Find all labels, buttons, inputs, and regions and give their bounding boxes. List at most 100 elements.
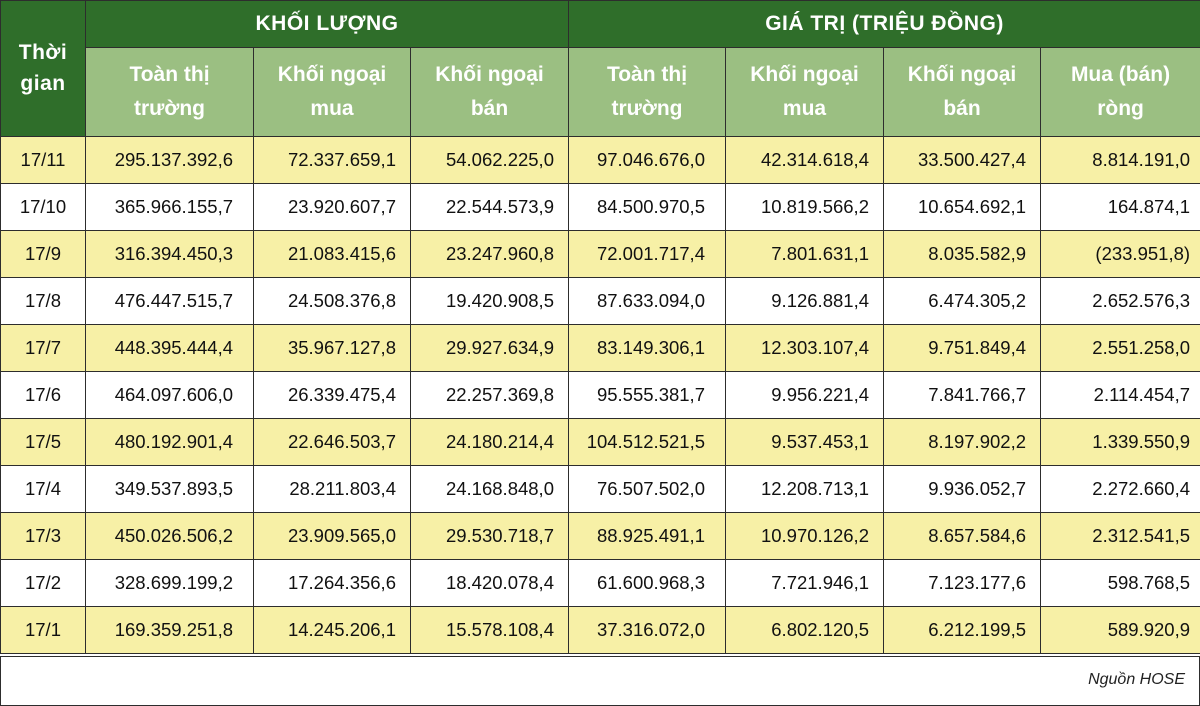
cell-val-total: 61.600.968,3 xyxy=(569,560,726,607)
cell-val-foreign-sell: 8.035.582,9 xyxy=(884,231,1041,278)
cell-val-foreign-buy: 7.801.631,1 xyxy=(726,231,884,278)
cell-vol-total: 328.699.199,2 xyxy=(86,560,254,607)
cell-val-net: 2.272.660,4 xyxy=(1041,466,1200,513)
cell-vol-foreign-buy: 24.508.376,8 xyxy=(254,278,411,325)
table-row: 17/6 464.097.606,0 26.339.475,4 22.257.3… xyxy=(1,372,1200,419)
cell-date: 17/11 xyxy=(1,137,86,184)
header-vol-total: Toàn thị trường xyxy=(86,48,254,137)
cell-val-total: 88.925.491,1 xyxy=(569,513,726,560)
cell-val-net: 2.312.541,5 xyxy=(1041,513,1200,560)
cell-vol-total: 169.359.251,8 xyxy=(86,607,254,654)
header-time: Thời gian xyxy=(1,1,86,137)
cell-vol-foreign-sell: 22.257.369,8 xyxy=(411,372,569,419)
cell-date: 17/8 xyxy=(1,278,86,325)
header-val-total: Toàn thị trường xyxy=(569,48,726,137)
cell-vol-foreign-buy: 21.083.415,6 xyxy=(254,231,411,278)
cell-vol-foreign-sell: 54.062.225,0 xyxy=(411,137,569,184)
cell-date: 17/4 xyxy=(1,466,86,513)
header-group-value: GIÁ TRỊ (TRIỆU ĐỒNG) xyxy=(569,1,1200,48)
table-row: 17/10 365.966.155,7 23.920.607,7 22.544.… xyxy=(1,184,1200,231)
cell-date: 17/7 xyxy=(1,325,86,372)
table-row: 17/1 169.359.251,8 14.245.206,1 15.578.1… xyxy=(1,607,1200,654)
cell-val-foreign-sell: 6.474.305,2 xyxy=(884,278,1041,325)
cell-val-total: 95.555.381,7 xyxy=(569,372,726,419)
cell-vol-foreign-sell: 19.420.908,5 xyxy=(411,278,569,325)
header-vol-foreign-buy: Khối ngoại mua xyxy=(254,48,411,137)
cell-val-net: 1.339.550,9 xyxy=(1041,419,1200,466)
cell-val-foreign-sell: 7.123.177,6 xyxy=(884,560,1041,607)
cell-vol-total: 349.537.893,5 xyxy=(86,466,254,513)
cell-val-foreign-buy: 9.537.453,1 xyxy=(726,419,884,466)
cell-vol-total: 365.966.155,7 xyxy=(86,184,254,231)
cell-val-foreign-sell: 10.654.692,1 xyxy=(884,184,1041,231)
cell-val-total: 37.316.072,0 xyxy=(569,607,726,654)
cell-vol-foreign-sell: 24.180.214,4 xyxy=(411,419,569,466)
source-footer: Nguồn HOSE xyxy=(0,656,1200,706)
cell-val-net: 2.551.258,0 xyxy=(1041,325,1200,372)
table-row: 17/2 328.699.199,2 17.264.356,6 18.420.0… xyxy=(1,560,1200,607)
cell-val-foreign-buy: 7.721.946,1 xyxy=(726,560,884,607)
cell-val-foreign-sell: 8.197.902,2 xyxy=(884,419,1041,466)
header-row-columns: Toàn thị trường Khối ngoại mua Khối ngoạ… xyxy=(1,48,1200,137)
table-row: 17/4 349.537.893,5 28.211.803,4 24.168.8… xyxy=(1,466,1200,513)
header-val-net: Mua (bán) ròng xyxy=(1041,48,1200,137)
cell-vol-total: 450.026.506,2 xyxy=(86,513,254,560)
table-row: 17/8 476.447.515,7 24.508.376,8 19.420.9… xyxy=(1,278,1200,325)
cell-vol-foreign-buy: 35.967.127,8 xyxy=(254,325,411,372)
cell-vol-total: 448.395.444,4 xyxy=(86,325,254,372)
cell-vol-foreign-sell: 23.247.960,8 xyxy=(411,231,569,278)
cell-val-foreign-buy: 12.208.713,1 xyxy=(726,466,884,513)
cell-vol-foreign-buy: 23.920.607,7 xyxy=(254,184,411,231)
cell-vol-foreign-sell: 29.927.634,9 xyxy=(411,325,569,372)
cell-val-net: 8.814.191,0 xyxy=(1041,137,1200,184)
cell-val-total: 83.149.306,1 xyxy=(569,325,726,372)
table-header: Thời gian KHỐI LƯỢNG GIÁ TRỊ (TRIỆU ĐỒNG… xyxy=(1,1,1200,137)
cell-vol-foreign-buy: 17.264.356,6 xyxy=(254,560,411,607)
cell-date: 17/2 xyxy=(1,560,86,607)
table-body: 17/11 295.137.392,6 72.337.659,1 54.062.… xyxy=(1,137,1200,654)
table-row: 17/7 448.395.444,4 35.967.127,8 29.927.6… xyxy=(1,325,1200,372)
cell-vol-foreign-sell: 29.530.718,7 xyxy=(411,513,569,560)
cell-val-total: 72.001.717,4 xyxy=(569,231,726,278)
cell-val-foreign-buy: 10.970.126,2 xyxy=(726,513,884,560)
cell-val-net: 2.652.576,3 xyxy=(1041,278,1200,325)
table-row: 17/5 480.192.901,4 22.646.503,7 24.180.2… xyxy=(1,419,1200,466)
cell-val-foreign-sell: 9.751.849,4 xyxy=(884,325,1041,372)
source-note: Nguồn HOSE xyxy=(1088,671,1185,689)
cell-val-foreign-buy: 42.314.618,4 xyxy=(726,137,884,184)
cell-val-net: 598.768,5 xyxy=(1041,560,1200,607)
header-group-volume: KHỐI LƯỢNG xyxy=(86,1,569,48)
cell-vol-foreign-sell: 24.168.848,0 xyxy=(411,466,569,513)
cell-val-total: 84.500.970,5 xyxy=(569,184,726,231)
cell-val-total: 87.633.094,0 xyxy=(569,278,726,325)
table-row: 17/9 316.394.450,3 21.083.415,6 23.247.9… xyxy=(1,231,1200,278)
cell-vol-total: 480.192.901,4 xyxy=(86,419,254,466)
table-row: 17/11 295.137.392,6 72.337.659,1 54.062.… xyxy=(1,137,1200,184)
cell-date: 17/9 xyxy=(1,231,86,278)
cell-val-total: 97.046.676,0 xyxy=(569,137,726,184)
cell-val-net: (233.951,8) xyxy=(1041,231,1200,278)
cell-date: 17/10 xyxy=(1,184,86,231)
header-val-foreign-sell: Khối ngoại bán xyxy=(884,48,1041,137)
cell-val-foreign-sell: 6.212.199,5 xyxy=(884,607,1041,654)
cell-vol-total: 295.137.392,6 xyxy=(86,137,254,184)
cell-vol-foreign-sell: 22.544.573,9 xyxy=(411,184,569,231)
cell-val-net: 589.920,9 xyxy=(1041,607,1200,654)
cell-vol-foreign-buy: 23.909.565,0 xyxy=(254,513,411,560)
cell-val-foreign-buy: 10.819.566,2 xyxy=(726,184,884,231)
cell-date: 17/1 xyxy=(1,607,86,654)
market-statistics-table: Thời gian KHỐI LƯỢNG GIÁ TRỊ (TRIỆU ĐỒNG… xyxy=(0,0,1200,654)
cell-vol-total: 476.447.515,7 xyxy=(86,278,254,325)
cell-val-net: 164.874,1 xyxy=(1041,184,1200,231)
cell-vol-foreign-sell: 15.578.108,4 xyxy=(411,607,569,654)
cell-vol-foreign-buy: 14.245.206,1 xyxy=(254,607,411,654)
cell-val-foreign-sell: 7.841.766,7 xyxy=(884,372,1041,419)
cell-vol-foreign-buy: 26.339.475,4 xyxy=(254,372,411,419)
cell-vol-foreign-buy: 72.337.659,1 xyxy=(254,137,411,184)
cell-val-foreign-sell: 8.657.584,6 xyxy=(884,513,1041,560)
cell-date: 17/3 xyxy=(1,513,86,560)
cell-vol-foreign-sell: 18.420.078,4 xyxy=(411,560,569,607)
cell-val-foreign-buy: 12.303.107,4 xyxy=(726,325,884,372)
cell-val-foreign-buy: 6.802.120,5 xyxy=(726,607,884,654)
cell-val-foreign-sell: 9.936.052,7 xyxy=(884,466,1041,513)
